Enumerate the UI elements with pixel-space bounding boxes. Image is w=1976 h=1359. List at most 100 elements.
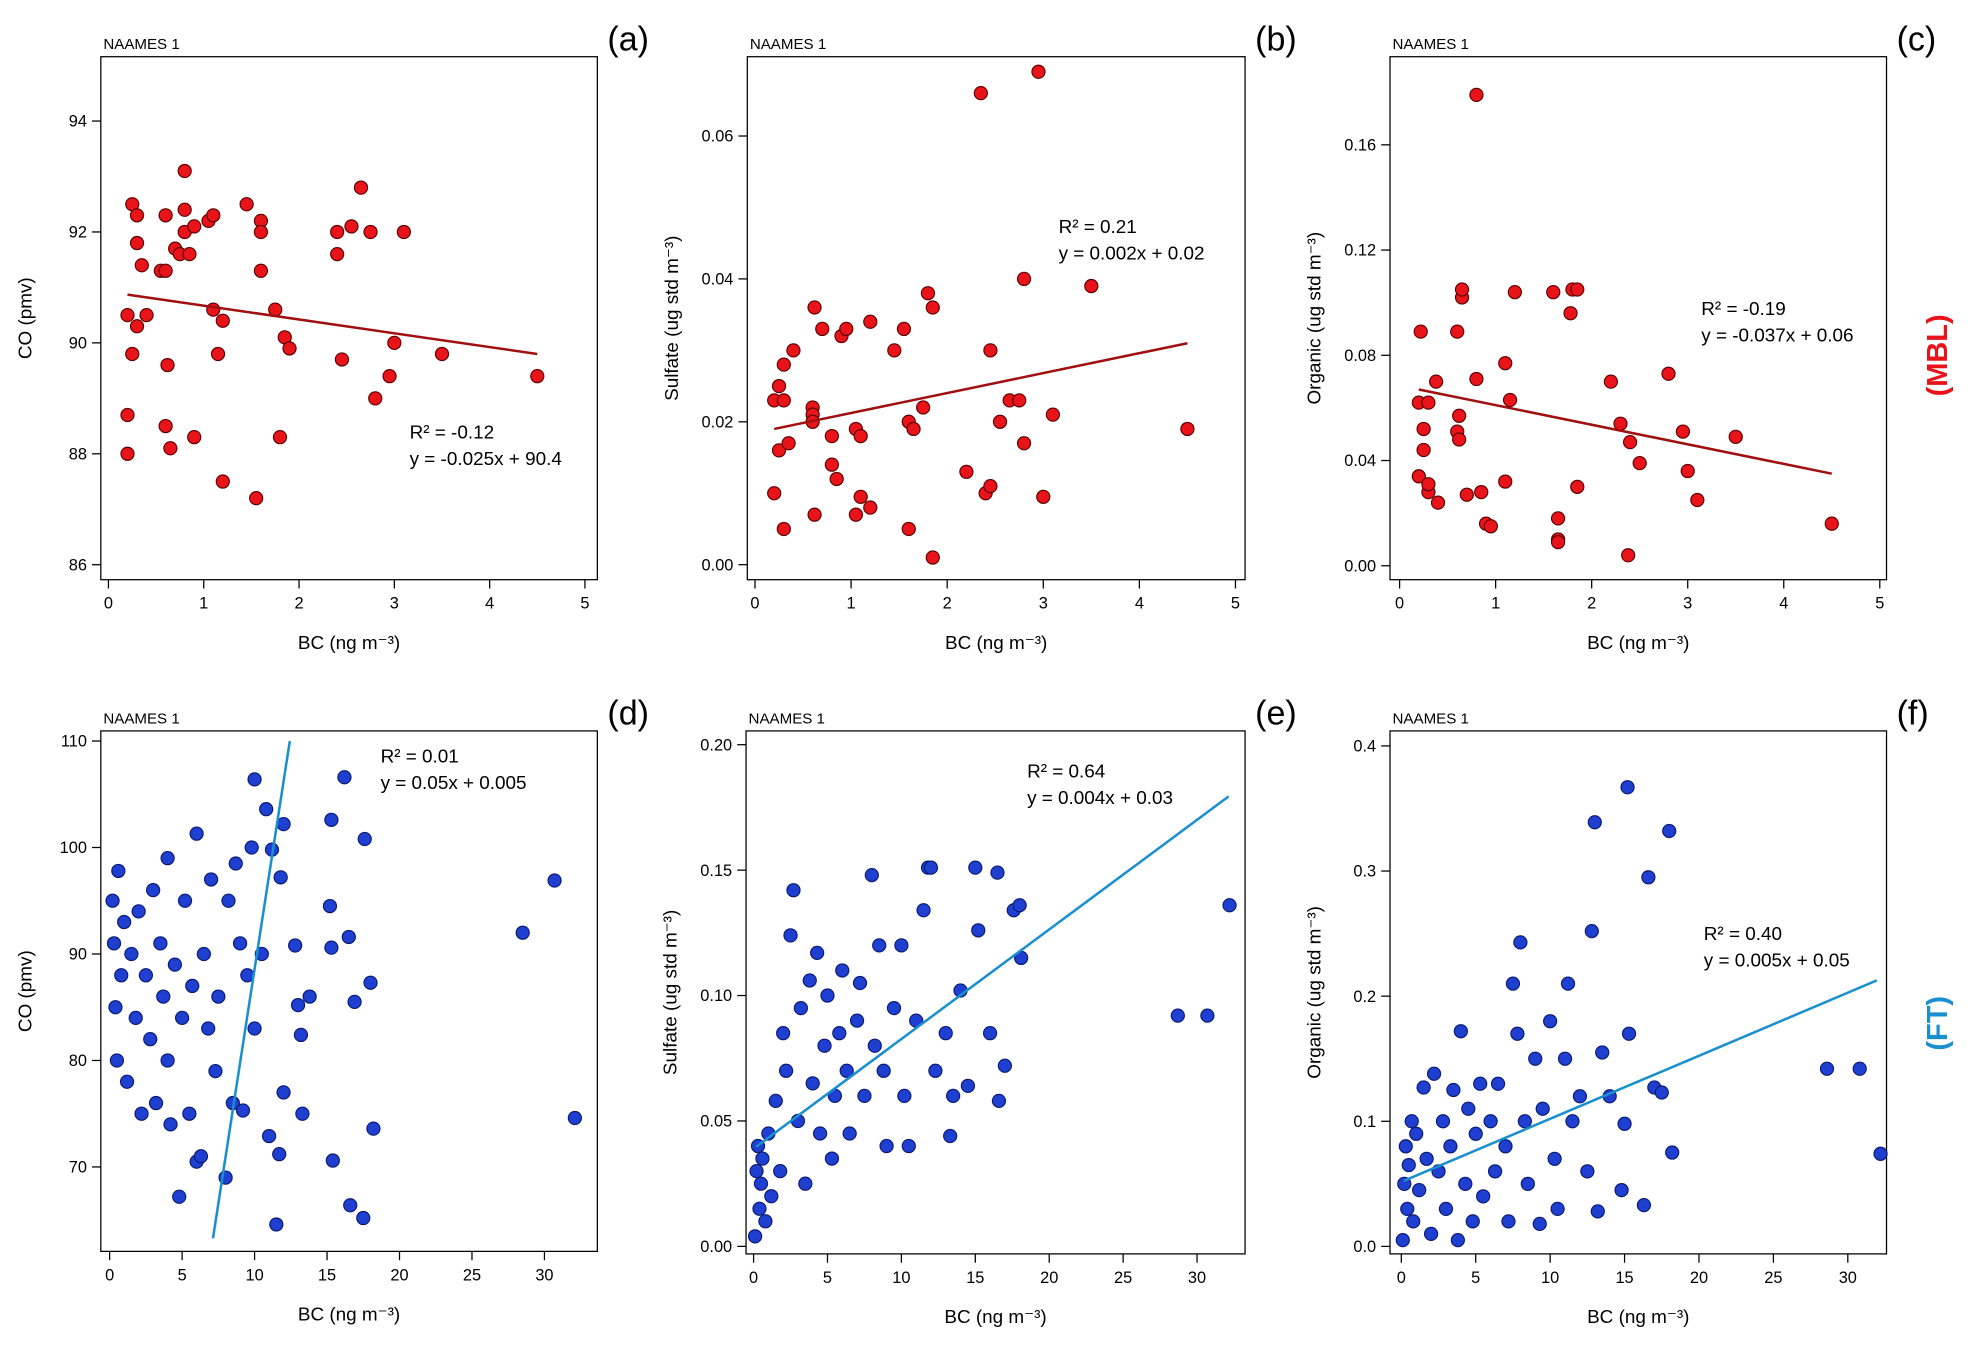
chart-title: NAAMES 1 xyxy=(103,36,179,53)
x-axis-label: BC (ng m⁻³) xyxy=(298,633,400,654)
data-point xyxy=(120,308,135,323)
x-tick-label: 15 xyxy=(1615,1269,1633,1287)
data-point xyxy=(1416,421,1431,437)
data-point xyxy=(776,357,791,372)
data-point xyxy=(848,507,864,522)
data-point xyxy=(177,202,192,217)
y-tick-label: 88 xyxy=(69,445,87,463)
x-tick-label: 2 xyxy=(943,595,952,613)
data-point xyxy=(106,936,122,951)
data-point xyxy=(776,393,791,408)
data-point xyxy=(366,1121,381,1136)
data-point xyxy=(239,197,254,212)
data-point xyxy=(1580,1164,1595,1179)
panel: 0 5 10 15 20 25 30 70 80 90 100 110 NAAMES 1 (d) BC (n… xyxy=(16,695,649,1326)
data-point xyxy=(211,989,226,1004)
fit-annotation: y = 0.05x + 0.005 xyxy=(381,773,527,794)
data-point xyxy=(1517,1114,1532,1129)
x-tick-label: 0 xyxy=(749,1269,758,1287)
x-tick-label: 0 xyxy=(750,595,759,613)
data-point xyxy=(185,978,200,994)
data-point xyxy=(778,1063,794,1078)
data-point xyxy=(1416,442,1431,458)
data-point xyxy=(324,812,339,827)
data-point xyxy=(124,946,139,962)
x-tick-label: 0 xyxy=(104,595,113,613)
data-point xyxy=(1483,519,1498,534)
data-point xyxy=(793,1000,808,1016)
data-point xyxy=(886,1000,902,1016)
x-tick-label: 25 xyxy=(1764,1269,1782,1287)
y-axis-label: Organic (ug std m⁻³) xyxy=(1305,906,1326,1079)
y-tick-label: 100 xyxy=(60,839,87,857)
data-point xyxy=(928,1063,943,1078)
data-point xyxy=(1621,1026,1637,1041)
data-point xyxy=(925,550,940,565)
data-point xyxy=(876,1063,891,1078)
row-label: (FT) xyxy=(1922,996,1954,1051)
data-point xyxy=(160,851,175,866)
data-point xyxy=(829,471,844,487)
data-point xyxy=(158,418,173,434)
data-point xyxy=(1476,1189,1491,1204)
data-point xyxy=(1409,1126,1424,1141)
x-tick-label: 10 xyxy=(1541,1269,1559,1287)
data-point xyxy=(293,1027,309,1043)
data-point xyxy=(363,975,378,990)
y-tick-label: 86 xyxy=(69,556,87,574)
data-point xyxy=(129,235,145,251)
data-point xyxy=(747,1229,763,1244)
x-tick-label: 1 xyxy=(847,595,856,613)
data-point xyxy=(357,831,372,847)
data-point xyxy=(1572,1089,1588,1104)
data-point xyxy=(158,263,173,278)
data-point xyxy=(187,219,202,234)
panel-label: (f) xyxy=(1897,695,1929,733)
data-point xyxy=(1474,484,1489,500)
data-point xyxy=(324,940,339,955)
y-tick-label: 0.04 xyxy=(702,271,734,289)
data-point xyxy=(105,893,120,908)
y-tick-label: 0.10 xyxy=(700,987,732,1005)
data-point xyxy=(1423,1226,1439,1242)
data-point xyxy=(758,1214,773,1229)
data-point xyxy=(781,436,796,451)
data-point xyxy=(853,489,868,504)
y-tick-label: 0.15 xyxy=(700,862,732,880)
data-point xyxy=(960,1078,976,1093)
data-point xyxy=(232,936,248,951)
data-point xyxy=(1507,285,1522,300)
data-point xyxy=(1532,1216,1547,1231)
data-point xyxy=(1622,434,1638,450)
data-point xyxy=(1016,271,1032,287)
data-point xyxy=(852,975,868,991)
data-point xyxy=(189,826,204,841)
data-point xyxy=(117,914,132,930)
data-point xyxy=(259,802,274,817)
data-point xyxy=(824,457,839,472)
data-point xyxy=(1170,1008,1185,1023)
data-point xyxy=(1824,516,1839,531)
data-point xyxy=(1012,393,1027,408)
data-point xyxy=(1395,1233,1410,1248)
data-point xyxy=(1620,780,1635,795)
data-point xyxy=(1498,356,1513,371)
data-point xyxy=(160,357,175,373)
data-point xyxy=(925,300,940,315)
data-point xyxy=(129,208,145,223)
panel: 0 5 10 15 20 25 30 0.0 0.1 0.2 0.3 0.4 NAAMES 1 (f) BC… xyxy=(1305,695,1929,1329)
data-point xyxy=(1435,1114,1451,1129)
data-point xyxy=(302,989,317,1004)
plot-frame xyxy=(100,730,598,1253)
data-point xyxy=(1595,1045,1610,1060)
data-point xyxy=(1614,1182,1629,1198)
data-point xyxy=(167,957,182,972)
data-point xyxy=(273,870,288,885)
y-axis-label: CO (pmv) xyxy=(16,950,37,1032)
data-point xyxy=(1446,1082,1461,1098)
panel-label: (a) xyxy=(607,20,649,58)
data-point xyxy=(119,1074,135,1089)
x-tick-label: 25 xyxy=(463,1266,481,1284)
x-axis-label: BC (ng m⁻³) xyxy=(944,1307,1046,1328)
